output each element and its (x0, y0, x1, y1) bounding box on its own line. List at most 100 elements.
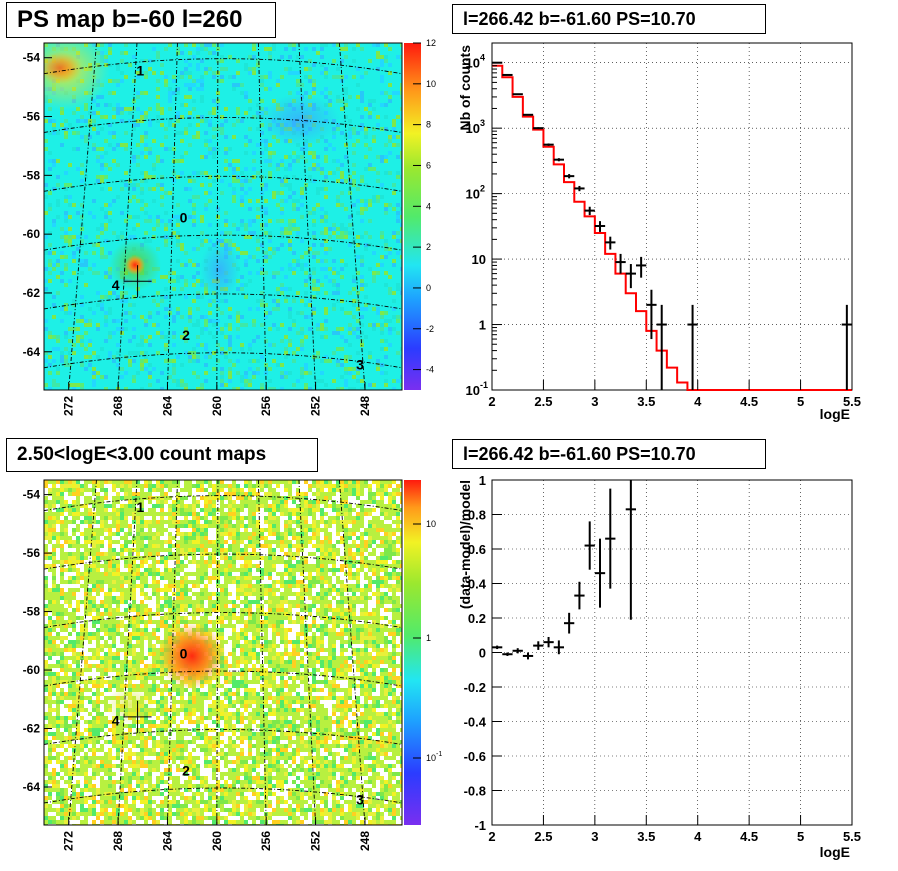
count-map-colorbar (404, 480, 421, 825)
y-tick-label: -54 (23, 488, 41, 502)
y-tick-label: -60 (23, 663, 41, 677)
ps-map-x-ticks: 272 268 264 260 256 252 248 (62, 382, 372, 416)
y-tick-label: -64 (23, 780, 41, 794)
residual-panel: 1 0.8 0.6 0.4 0.2 0 -0.2 -0.4 -0.6 -0.8 -1 2 2.5 3 3.… (457, 473, 861, 860)
colorbar-tick-exponent: -1 (436, 751, 442, 758)
ps-map-sources: 1 0 4 2 3 (112, 62, 364, 372)
y-tick-label: 0.8 (468, 508, 486, 523)
y-tick-label: 0 (479, 646, 486, 661)
y-tick-label: -58 (23, 168, 41, 182)
x-tick-label: 268 (111, 396, 125, 416)
source-label-0: 0 (180, 645, 188, 661)
x-tick-label: 2 (488, 394, 495, 409)
y-tick-label: -62 (23, 286, 41, 300)
x-tick-label: 5 (797, 394, 804, 409)
count-map-y-ticks: -54 -56 -58 -60 -62 -64 (23, 488, 52, 794)
y-tick-label: 10 (466, 56, 480, 71)
x-tick-label: 3 (591, 394, 598, 409)
count-map-sources: 1 0 4 2 3 (112, 499, 364, 807)
ps-map-colorbar (404, 43, 421, 390)
source-label-1: 1 (136, 62, 144, 78)
source-label-2: 2 (182, 762, 190, 778)
colorbar-tick-label: 1 (426, 633, 431, 643)
y-tick-exponent: 2 (480, 184, 485, 194)
y-tick-label: -58 (23, 605, 41, 619)
residual-ylabel: (data-model)/model (457, 480, 473, 609)
residual-data-points (492, 480, 636, 660)
x-tick-label: 260 (210, 396, 224, 416)
colorbar-tick-label: 10 (426, 753, 436, 763)
source-label-0: 0 (180, 209, 188, 225)
y-tick-label: -56 (23, 110, 41, 124)
x-tick-label: 2 (488, 829, 495, 844)
residual-xlabel: logE (820, 844, 850, 860)
y-tick-exponent: 4 (480, 53, 485, 63)
colorbar-tick-label: -4 (426, 365, 434, 375)
y-tick-label: -60 (23, 227, 41, 241)
x-tick-label: 4 (694, 829, 702, 844)
x-tick-label: 4 (694, 394, 702, 409)
y-tick-label: 0.4 (468, 577, 487, 592)
count-map-grid (44, 480, 402, 825)
colorbar-tick-label: 12 (426, 38, 436, 48)
colorbar-tick-label: 8 (426, 120, 431, 130)
ps-map-colorbar-ticks: 12 10 8 6 4 2 0 -2 -4 (413, 38, 436, 375)
colorbar-tick-label: -2 (426, 324, 434, 334)
colorbar-tick-label: 4 (426, 201, 431, 211)
x-tick-label: 2.5 (534, 394, 552, 409)
y-tick-label: -64 (23, 345, 41, 359)
x-tick-label: 5.5 (843, 394, 861, 409)
y-tick-label: -0.6 (464, 749, 486, 764)
source-label-3: 3 (356, 792, 364, 808)
y-tick-label: -62 (23, 722, 41, 736)
y-tick-exponent: 3 (480, 118, 485, 128)
count-map-x-ticks: 272 268 264 260 256 252 248 (62, 817, 372, 851)
x-tick-label: 264 (160, 831, 174, 851)
y-tick-label: 0.2 (468, 611, 486, 626)
spectrum-xlabel: logE (820, 406, 850, 422)
x-tick-label: 5 (797, 829, 804, 844)
ps-map-grid (44, 43, 402, 390)
y-tick-label: -56 (23, 546, 41, 560)
residual-grid (491, 479, 853, 826)
y-tick-label: -0.2 (464, 680, 486, 695)
y-tick-label: 10 (472, 252, 486, 267)
y-tick-label: -0.8 (464, 784, 486, 799)
count-map-features (106, 622, 226, 725)
y-tick-label: -54 (23, 51, 41, 65)
x-tick-label: 264 (160, 396, 174, 416)
x-tick-label: 268 (111, 831, 125, 851)
x-tick-label: 252 (309, 831, 323, 851)
colorbar-tick-label: 10 (426, 79, 436, 89)
ps-map-title: PS map b=-60 l=260 (6, 2, 276, 38)
x-tick-label: 260 (210, 831, 224, 851)
spectrum-x-ticks: 2 2.5 3 3.5 4 4.5 5 5.5 (488, 380, 861, 409)
residual-y-ticks: 1 0.8 0.6 0.4 0.2 0 -0.2 -0.4 -0.6 -0.8 -1 (464, 473, 502, 833)
x-tick-label: 4.5 (740, 394, 758, 409)
x-tick-label: 248 (358, 396, 372, 416)
x-tick-label: 4.5 (740, 829, 758, 844)
ps-map-features (44, 43, 340, 300)
colorbar-tick-label: 2 (426, 242, 431, 252)
y-tick-label: 1 (479, 318, 486, 333)
model-step-line (492, 64, 852, 391)
y-tick-label: -1 (474, 818, 486, 833)
colorbar-tick-label: 0 (426, 283, 431, 293)
source-label-3: 3 (356, 356, 364, 372)
y-tick-exponent: -1 (480, 380, 488, 390)
spectrum-data-points (492, 61, 852, 390)
spectrum-frame (491, 42, 853, 391)
x-tick-label: 272 (62, 831, 76, 851)
ps-map-y-ticks: -54 -56 -58 -60 -62 -64 (23, 51, 52, 359)
y-tick-label: -0.4 (464, 715, 487, 730)
colorbar-tick-label: 10 (426, 519, 436, 529)
x-tick-label: 248 (358, 831, 372, 851)
spectrum-title: l=266.42 b=-61.60 PS=10.70 (452, 4, 766, 34)
source-label-4: 4 (112, 277, 120, 293)
